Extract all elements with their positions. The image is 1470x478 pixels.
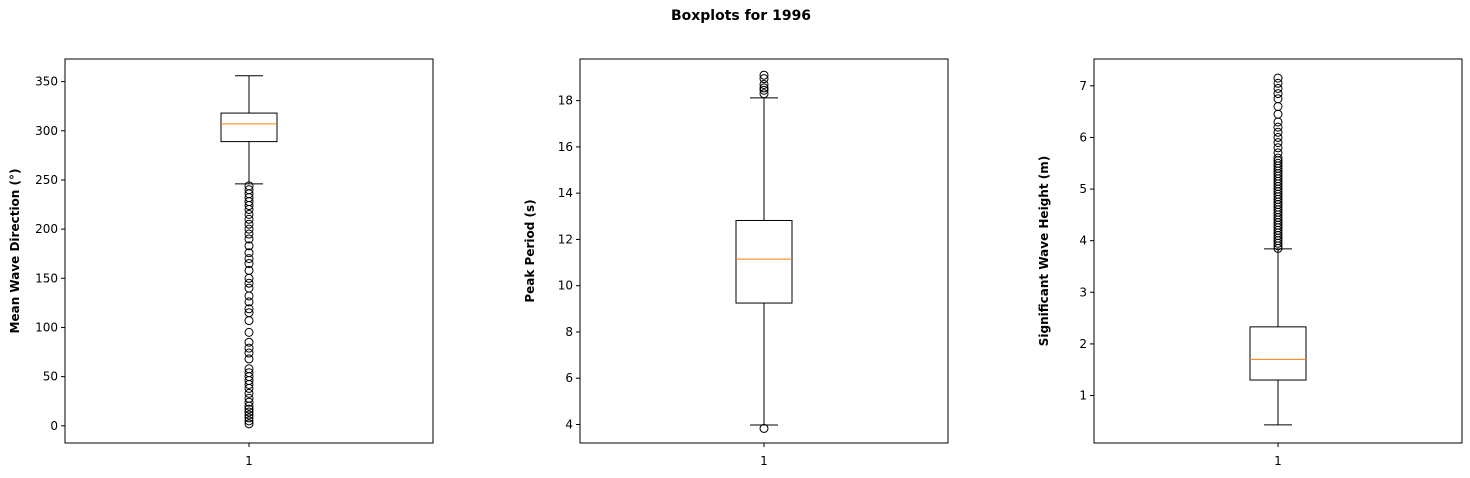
figure-title: Boxplots for 1996 <box>670 8 812 24</box>
panel-3-outlier <box>1273 158 1283 168</box>
panel-3-outlier <box>1273 78 1283 88</box>
panel-3-outlier <box>1273 109 1283 119</box>
panel-1-outlier <box>244 278 254 288</box>
panel-3-outlier <box>1273 89 1283 99</box>
panel-3-outlier <box>1273 94 1283 104</box>
panel-3-ylabel: Significant Wave Height (m) <box>1037 156 1051 346</box>
panel-1-outlier <box>244 234 254 244</box>
panel-3-ytick-label: 3 <box>1079 285 1087 299</box>
panel-2-ytick-label: 12 <box>558 232 573 246</box>
panel-1-ytick-label: 150 <box>35 271 58 285</box>
panel-1-outlier <box>244 413 254 423</box>
panel-1-outlier <box>244 416 254 426</box>
panel-2-outlier <box>759 89 769 99</box>
panel-3-xtick-label: 1 <box>1274 454 1282 468</box>
panel-3-outlier <box>1273 73 1283 83</box>
panel-1-ytick-label: 0 <box>50 419 58 433</box>
panel-1-ytick-label: 250 <box>35 173 58 187</box>
panel-3-ytick-label: 5 <box>1079 182 1087 196</box>
panel-1-outlier <box>244 383 254 393</box>
panel-1-outlier <box>244 343 254 353</box>
panel-1-outlier <box>244 273 254 283</box>
panel-1-outlier <box>244 241 254 251</box>
panel-3-outlier <box>1273 117 1283 127</box>
panel-2-outlier <box>759 83 769 93</box>
panel-3-outlier <box>1273 132 1283 142</box>
panel-2-outlier <box>759 423 769 433</box>
panel-2-ytick-label: 8 <box>565 325 573 339</box>
panel-2-ytick-label: 4 <box>565 417 573 431</box>
panel-1-ytick-label: 350 <box>35 75 58 89</box>
panel-3-ytick-label: 2 <box>1079 337 1087 351</box>
panel-2-outlier <box>759 85 769 95</box>
panel-1-axes-frame <box>64 58 434 444</box>
panel-1-outlier <box>244 348 254 358</box>
panel-1-outlier <box>244 201 254 211</box>
panel-2-xtick-label: 1 <box>760 454 768 468</box>
panel-1-outlier <box>244 214 254 224</box>
panel-1-outlier <box>244 354 254 364</box>
panel-3-outlier <box>1273 153 1283 163</box>
panel-1-xtick-label: 1 <box>245 454 253 468</box>
panel-1-outlier <box>244 379 254 389</box>
panel-1-outlier <box>244 337 254 347</box>
panel-2-ytick-label: 10 <box>558 279 573 293</box>
panel-2-outlier <box>759 74 769 84</box>
panel-3-box <box>1249 326 1307 381</box>
panel-1-outlier <box>244 404 254 414</box>
panel-2-outlier <box>759 70 769 80</box>
panel-1-outlier <box>244 397 254 407</box>
panel-3-outlier <box>1273 143 1283 153</box>
panel-2-ytick-label: 14 <box>558 186 573 200</box>
panel-1-box <box>220 112 278 143</box>
panel-1-outlier <box>244 248 254 258</box>
panel-1-outlier <box>244 388 254 398</box>
panel-1-outlier <box>244 254 254 264</box>
panel-1-outlier <box>244 259 254 269</box>
panel-3-ytick-label: 1 <box>1079 389 1087 403</box>
panel-1-outlier <box>244 229 254 239</box>
panel-1-outlier <box>244 410 254 420</box>
panel-1-outlier <box>244 209 254 219</box>
panel-1-ylabel: Mean Wave Direction (°) <box>8 169 22 334</box>
panel-2-ytick-label: 6 <box>565 371 573 385</box>
panel-2-ylabel: Peak Period (s) <box>523 199 537 302</box>
panel-3-outlier <box>1273 127 1283 137</box>
panel-3-outlier <box>1273 138 1283 148</box>
panel-3-outlier <box>1273 148 1283 158</box>
panel-1-outlier <box>244 224 254 234</box>
panel-1-outlier <box>244 401 254 411</box>
panel-1-outlier <box>244 204 254 214</box>
panel-1-outlier <box>244 219 254 229</box>
panel-2-ytick-label: 16 <box>558 140 573 154</box>
panel-3-ytick-label: 4 <box>1079 234 1087 248</box>
panel-3-outlier <box>1273 83 1283 93</box>
panel-1-outlier <box>244 316 254 326</box>
panel-3-outlier <box>1273 122 1283 132</box>
panel-1-outlier <box>244 419 254 429</box>
panel-3-ytick-label: 7 <box>1079 79 1087 93</box>
panel-1-ytick-label: 50 <box>43 370 58 384</box>
panel-2-box <box>735 219 793 304</box>
panel-1-outlier <box>244 327 254 337</box>
panel-3-outlier <box>1273 101 1283 111</box>
panel-1-outlier <box>244 304 254 314</box>
panel-1-ytick-label: 100 <box>35 320 58 334</box>
panel-1-outlier <box>244 291 254 301</box>
panel-1-ytick-label: 200 <box>35 222 58 236</box>
panel-1-ytick-label: 300 <box>35 124 58 138</box>
panel-1-outlier <box>244 283 254 293</box>
panel-2-ytick-label: 18 <box>558 94 573 108</box>
panel-2-outlier <box>759 79 769 89</box>
panel-1-outlier <box>244 297 254 307</box>
panel-3-ytick-label: 6 <box>1079 130 1087 144</box>
panel-1-outlier <box>244 407 254 417</box>
